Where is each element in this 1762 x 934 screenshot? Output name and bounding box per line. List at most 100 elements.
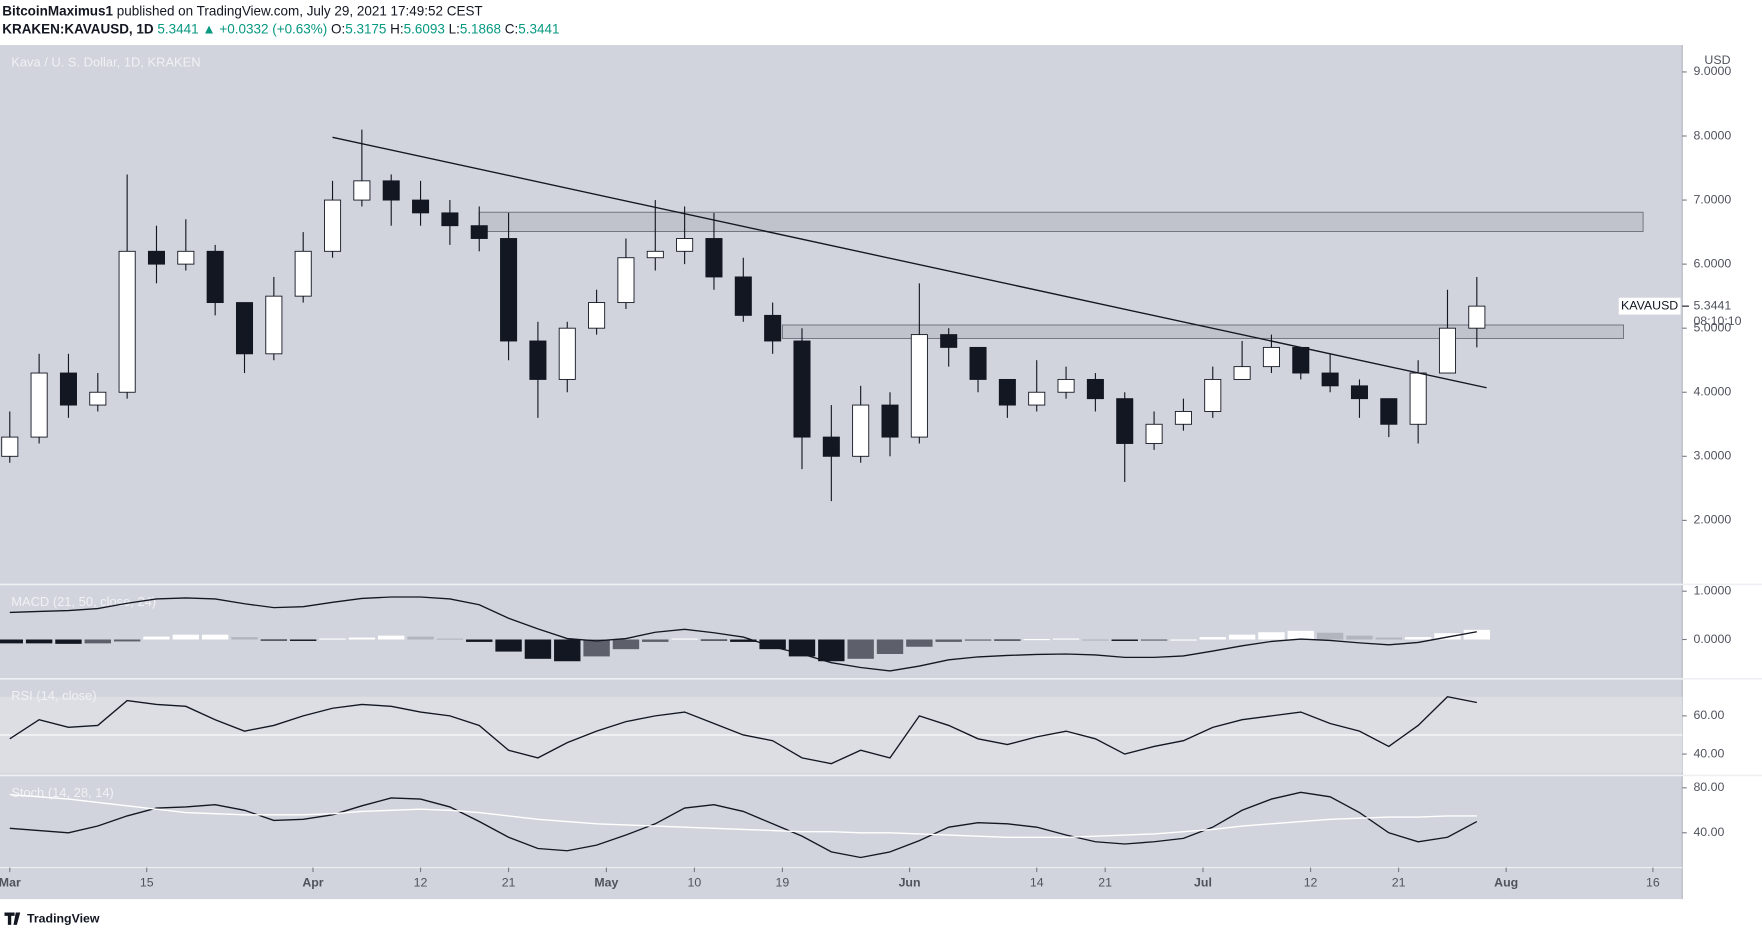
y-tick-label: 0.0000 (1693, 632, 1731, 646)
macd-histogram-bar (201, 634, 229, 640)
x-tick-label: Jul (1194, 876, 1212, 890)
macd-histogram-bar (436, 638, 464, 640)
pane-title: RSI (14, close) (11, 688, 96, 703)
macd-histogram-bar (407, 636, 434, 640)
x-tick-label: Mar (0, 876, 21, 890)
symbol-tag-box (1617, 296, 1682, 316)
candle-body (588, 302, 606, 329)
zone (478, 211, 1644, 232)
candle-body (1057, 378, 1075, 393)
candle-body (617, 257, 635, 304)
candle-body (235, 302, 254, 355)
macd-histogram-bar (84, 639, 112, 644)
macd-histogram-bar (495, 639, 522, 652)
candle-body (1262, 346, 1280, 368)
pane-title: Kava / U. S. Dollar, 1D, KRAKEN (11, 54, 200, 69)
candle-body (764, 314, 782, 342)
macd-histogram-bar (289, 639, 317, 641)
macd-histogram-bar (231, 637, 258, 640)
macd-histogram-bar (25, 639, 53, 644)
open-label: O: (331, 21, 345, 36)
macd-histogram-bar (730, 639, 757, 642)
macd-histogram-bar (1346, 635, 1373, 640)
author: BitcoinMaximus1 (2, 3, 113, 18)
indicator-line (9, 696, 1477, 765)
candle-body (1, 436, 19, 457)
header-line-2: KRAKEN:KAVAUSD, 1D 5.3441 ▲ +0.0332 (+0.… (2, 21, 559, 36)
candle-body (998, 378, 1016, 406)
macd-histogram-bar (1111, 639, 1138, 641)
y-tick-label: 40.00 (1693, 746, 1724, 760)
low: 5.1868 (460, 21, 501, 36)
plot: Mar 15 Apr 12 21 May 10 19 Jun 14 21 Jul 12 21 Aug 16 2.… (0, 54, 1762, 890)
macd-histogram-bar (935, 639, 962, 642)
macd-histogram-bar (1082, 639, 1109, 641)
y-tick-label: 80.00 (1693, 780, 1724, 794)
last: 5.3441 (157, 21, 198, 36)
x-tick-label: 21 (502, 876, 516, 890)
candle-body (118, 250, 136, 393)
macd-histogram-bar (1463, 629, 1491, 640)
header-line-1: BitcoinMaximus1 published on TradingView… (2, 3, 482, 18)
brand: TradingView (27, 912, 100, 926)
candle-body (910, 334, 928, 438)
open: 5.3175 (345, 21, 386, 36)
trendline (332, 136, 1487, 389)
candle-body (294, 250, 312, 297)
macd-histogram-bar (260, 639, 288, 641)
macd-histogram-bar (524, 639, 552, 659)
y-tick-label: 2.0000 (1693, 513, 1731, 527)
macd-histogram-bar (1375, 637, 1403, 640)
candle-body (1292, 346, 1310, 374)
high-label: H: (390, 21, 403, 36)
macd-histogram-bar (1052, 638, 1080, 640)
macd-histogram-bar (172, 634, 200, 640)
candle-body (793, 340, 811, 438)
candle-body (881, 404, 899, 438)
macd-histogram-bar (964, 639, 992, 641)
x-tick-label: 12 (414, 876, 428, 890)
candle-body (969, 346, 987, 380)
candle-body (470, 225, 488, 239)
high: 5.6093 (404, 21, 445, 36)
y-tick-label: 60.00 (1693, 708, 1724, 722)
macd-histogram-bar (583, 639, 610, 657)
candle-body (382, 180, 400, 201)
x-tick-label: 12 (1304, 876, 1318, 890)
macd-line (9, 596, 1477, 672)
macd-histogram-bar (671, 638, 698, 640)
x-tick-label: 16 (1646, 876, 1660, 890)
candle-body (1321, 372, 1339, 387)
y-tick-label: 3.0000 (1693, 449, 1731, 463)
last-price: 5.3441 (1693, 298, 1731, 312)
candle-body (1204, 378, 1222, 412)
x-tick-label: May (594, 876, 618, 890)
symbol-tag: KAVAUSD (1621, 298, 1678, 312)
candle-body (30, 372, 48, 438)
y-tick-label: 8.0000 (1693, 128, 1731, 142)
candle-body (1380, 398, 1398, 425)
candle-body (147, 250, 166, 265)
macd-histogram-bar (700, 639, 728, 641)
candle-body (852, 404, 870, 457)
macd-histogram-bar (818, 639, 845, 662)
candle-body (441, 212, 459, 227)
pane-title: MACD (21, 50, close, 24) (11, 594, 156, 609)
logo-mark (4, 912, 21, 925)
y-tick-label: 6.0000 (1693, 256, 1731, 270)
candle-body (1116, 398, 1134, 444)
candle-body (265, 295, 283, 355)
candle-body (1174, 411, 1192, 425)
macd-histogram-bar (847, 639, 874, 659)
macd-histogram-bar (1228, 634, 1256, 640)
y-tick-label: 5.0000 (1693, 320, 1731, 334)
x-tick-label: Apr (302, 876, 323, 890)
low-label: L: (449, 21, 460, 36)
x-tick-label: 14 (1030, 876, 1044, 890)
x-tick-label: 15 (140, 876, 154, 890)
candle-body (705, 238, 723, 278)
candle-body (324, 199, 342, 252)
macd-histogram-bar (876, 639, 904, 654)
countdown: 08:10:10 (1693, 314, 1741, 328)
